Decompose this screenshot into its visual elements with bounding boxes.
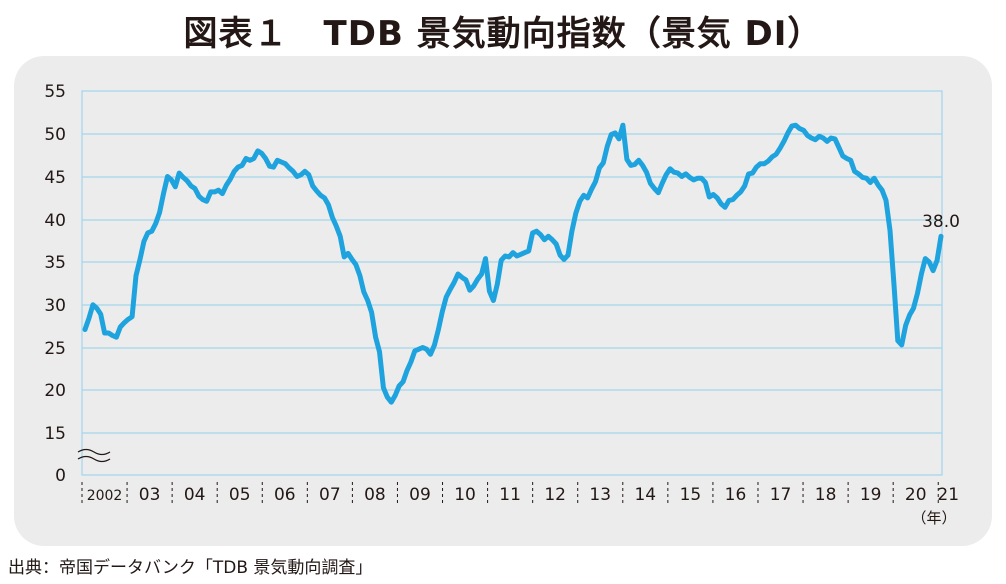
x-tick-label: 10 <box>454 485 476 505</box>
y-tick-label: 20 <box>44 381 66 401</box>
y-tick-label: 30 <box>44 296 66 316</box>
y-tick-label: 45 <box>44 168 66 188</box>
series-line <box>82 122 944 405</box>
x-tick-label: 06 <box>274 485 296 505</box>
x-tick-label: 12 <box>544 485 566 505</box>
x-tick-label: 20 <box>905 485 927 505</box>
x-tick-marks <box>81 482 939 506</box>
x-axis-unit: （年） <box>911 509 956 527</box>
x-tick-label: 09 <box>409 485 431 505</box>
x-tick-label: 11 <box>499 485 521 505</box>
y-tick-label: 50 <box>44 125 66 145</box>
y-tick-labels: 55 50 45 40 35 30 25 20 15 0 <box>44 82 66 486</box>
x-tick-label: 15 <box>680 485 702 505</box>
source-note: 出典：帝国データバンク「TDB 景気動向調査」 <box>8 558 373 578</box>
y-tick-label: 35 <box>44 253 66 273</box>
plot-area <box>81 90 943 476</box>
y-tick-label: 15 <box>44 424 66 444</box>
y-tick-label: 40 <box>44 211 66 231</box>
y-tick-label: 55 <box>44 82 66 102</box>
x-tick-labels: 2002 03 04 05 06 07 08 09 10 11 12 13 14 15 16 17 18 19 20… <box>87 485 959 505</box>
grid-lines <box>82 133 942 434</box>
x-tick-label: 14 <box>634 485 656 505</box>
page-title: 図表１ TDB 景気動向指数（景気 DI） <box>183 14 823 54</box>
axis-break-icon <box>77 448 111 463</box>
y-tick-label: 0 <box>55 466 66 486</box>
x-tick-label: 2002 <box>87 488 123 504</box>
x-tick-label: 17 <box>770 485 792 505</box>
x-tick-label: 05 <box>229 485 251 505</box>
x-tick-label: 19 <box>860 485 882 505</box>
x-tick-label: 08 <box>364 485 386 505</box>
y-tick-label: 25 <box>44 339 66 359</box>
x-tick-label: 16 <box>725 485 747 505</box>
end-value-label: 38.0 <box>922 212 960 232</box>
x-tick-label: 03 <box>139 485 161 505</box>
x-tick-label: 07 <box>319 485 341 505</box>
x-tick-label: 04 <box>184 485 206 505</box>
x-tick-label: 21 <box>937 485 959 505</box>
x-tick-label: 18 <box>815 485 837 505</box>
x-tick-label: 13 <box>589 485 611 505</box>
